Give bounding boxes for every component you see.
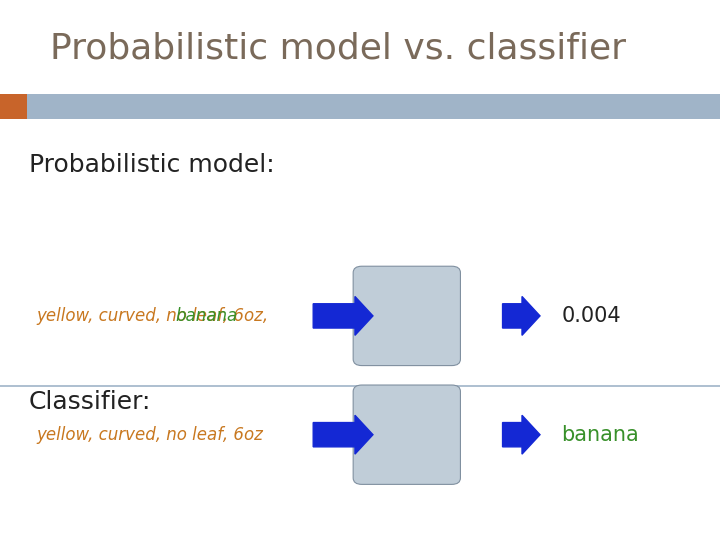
Text: yellow, curved, no leaf, 6oz,: yellow, curved, no leaf, 6oz, [36,307,274,325]
Text: c model:: c model: [377,305,436,318]
FancyArrow shape [313,415,373,454]
Text: probabilisti: probabilisti [367,291,446,303]
Text: Classifier:: Classifier: [29,390,151,414]
FancyBboxPatch shape [27,94,720,119]
Text: p(features,
label): p(features, label) [378,327,436,348]
Text: banana: banana [176,307,238,325]
Text: 0.004: 0.004 [562,306,621,326]
Text: p(features,
label): p(features, label) [378,446,436,467]
Text: probabilisti: probabilisti [367,409,446,422]
Text: yellow, curved, no leaf, 6oz: yellow, curved, no leaf, 6oz [36,426,263,444]
Text: Probabilistic model vs. classifier: Probabilistic model vs. classifier [50,32,626,65]
Text: banana: banana [562,424,639,445]
FancyArrow shape [313,296,373,335]
FancyArrow shape [503,296,540,335]
Text: c model:: c model: [377,424,436,437]
FancyArrow shape [503,415,540,454]
FancyBboxPatch shape [0,94,27,119]
FancyBboxPatch shape [353,266,461,366]
FancyBboxPatch shape [353,385,461,484]
Text: Probabilistic model:: Probabilistic model: [29,153,274,177]
